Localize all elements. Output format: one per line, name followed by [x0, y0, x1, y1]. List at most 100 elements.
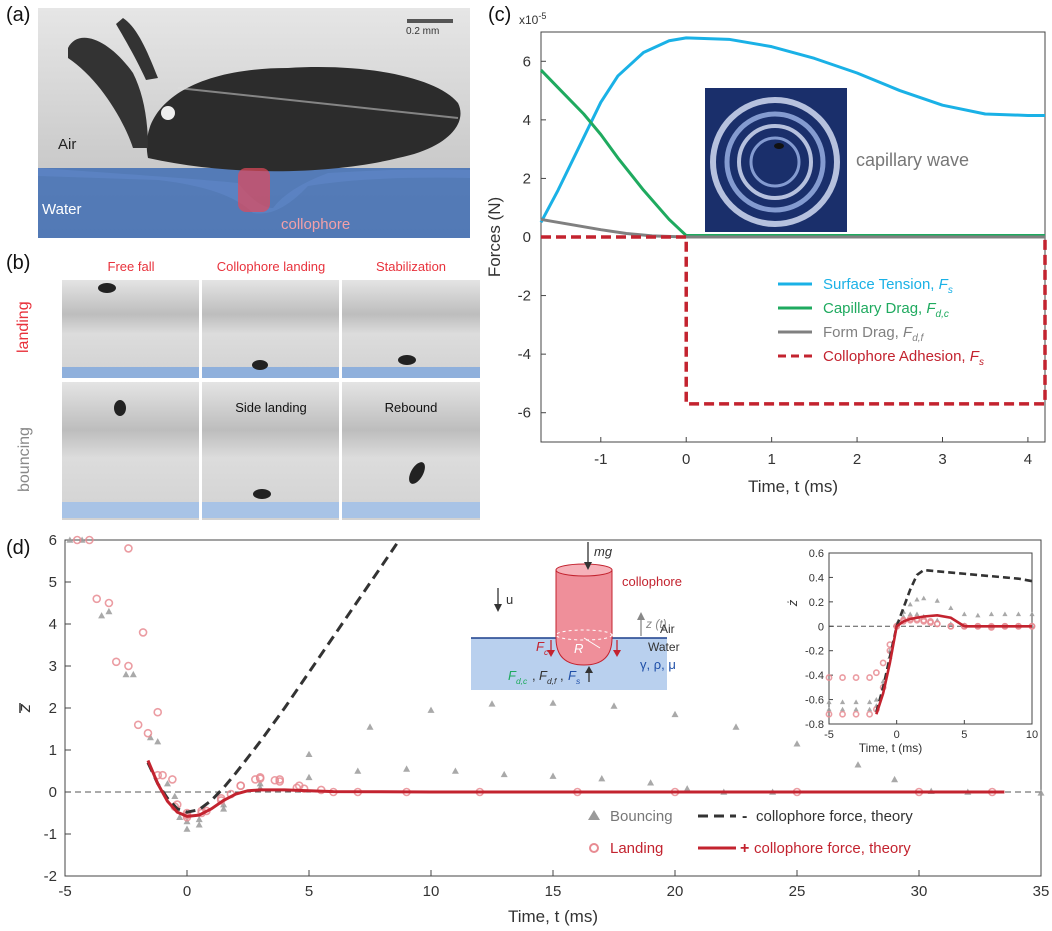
inset-landing-marker [825, 710, 833, 718]
label-Fs: Fs [568, 668, 581, 686]
air-label: Air [58, 136, 77, 153]
legend-minus-sign: - [742, 808, 747, 825]
comma-2: , [560, 668, 564, 683]
bouncing-marker [647, 779, 655, 786]
inset-bouncing-marker [1015, 611, 1022, 617]
mg-arrowhead [584, 562, 592, 570]
z-arrowhead [637, 612, 645, 620]
panel-label-c: (c) [488, 4, 512, 26]
annotation-capillary-wave: capillary wave [856, 150, 969, 170]
bouncing-marker [403, 765, 411, 772]
theory-line-5 [146, 539, 401, 814]
x-tick-label: -5 [58, 883, 71, 900]
y-tick-label: 3 [49, 658, 57, 675]
inset-bouncing-marker [839, 706, 846, 712]
row-label-landing: landing [15, 301, 32, 353]
landing-marker [85, 535, 94, 545]
inset-y-tick-label: -0.8 [805, 719, 824, 731]
inset-x-tick-label: 0 [894, 729, 900, 741]
inset-bouncing-marker [853, 706, 859, 712]
bouncing-marker [220, 805, 228, 812]
frame-bounce-fall [62, 382, 199, 520]
legend-plus-sign: + [740, 840, 749, 857]
label-fluid-props: γ, ρ, μ [640, 657, 676, 672]
y-tick-label: 2 [49, 700, 57, 717]
radius-line [583, 637, 601, 649]
landing-marker [143, 728, 153, 738]
y-tick-label: -2 [518, 288, 531, 305]
series-line-3 [541, 235, 1047, 406]
x-tick-label: 0 [682, 451, 690, 468]
x-tick-label: 10 [423, 883, 440, 900]
bouncing-marker [598, 775, 606, 782]
springtail-antenna [68, 37, 148, 148]
panel-label-a: (a) [6, 4, 31, 26]
label-u: u [506, 592, 513, 607]
forces-chart: -1 0 1 2 3 4 -6 -4 -2 0 2 4 6 x10-5 Time, t (ms) Forces… [485, 11, 1047, 496]
x-tick-label: 3 [938, 451, 946, 468]
x-tick-label: 5 [305, 883, 313, 900]
bouncing-marker [195, 821, 203, 828]
bouncing-marker [146, 733, 154, 741]
inset-bouncing-marker [914, 611, 920, 617]
y-tick-label: 4 [523, 112, 531, 129]
legend-minus-label: collophore force, theory [756, 808, 913, 825]
collophore-label: collophore [281, 216, 351, 233]
bouncing-marker [220, 801, 228, 808]
inset-x-tick-label: 5 [961, 729, 967, 741]
landing-marker [251, 775, 260, 784]
capillary-wave-image [705, 88, 847, 232]
inset-landing-marker [852, 674, 860, 681]
landing-marker [138, 628, 148, 637]
scatter-series-3 [124, 544, 338, 818]
y-tick-label: -1 [44, 826, 57, 843]
frame-stabilization [342, 280, 480, 378]
landing-marker [255, 774, 265, 783]
bouncing-marker [610, 702, 618, 709]
label-R: R [574, 641, 583, 656]
landing-marker [236, 781, 245, 790]
bouncing-marker [183, 825, 191, 832]
inset-y-tick-label: -0.4 [805, 670, 824, 682]
y-tick-label: -4 [518, 346, 531, 363]
x-tick-label: 0 [183, 883, 191, 900]
label-z: z (t) [645, 617, 667, 631]
bouncing-marker [129, 670, 137, 678]
landing-marker [133, 720, 143, 730]
inset-bouncing-marker [948, 605, 954, 611]
inset-y-axis-label: ż [785, 599, 800, 607]
scale-bar-label: 0.2 mm [406, 26, 440, 37]
inset-y-tick-label: -0.6 [805, 695, 824, 707]
x-tick-label: 30 [911, 883, 928, 900]
inset-y-tick-label: 0.6 [809, 548, 824, 560]
inset-landing-marker [879, 659, 887, 667]
label-mg: mg [594, 544, 613, 559]
inset-bouncing-marker [961, 611, 967, 617]
legend-label-1: Capillary Drag, Fd,c [823, 300, 949, 320]
x-tick-label: 35 [1033, 883, 1050, 900]
velocity-inset: -5 0 5 10 -0.8 -0.6 -0.4 -0.2 0 0.2 0.4 0.6 Time, t … [785, 548, 1038, 755]
series-line-0 [539, 36, 1045, 224]
inset-bouncing-marker [826, 699, 832, 705]
bouncing-marker [195, 815, 203, 823]
sequence-frames [62, 280, 480, 520]
legend-label-0: Surface Tension, Fs [823, 276, 953, 296]
caption-free-fall: Free fall [107, 259, 155, 274]
inset-x-tick-label: 10 [1026, 729, 1038, 741]
scale-bar [407, 19, 453, 23]
landing-marker [270, 775, 280, 785]
series-line-2 [540, 217, 1045, 239]
bouncing-marker [427, 706, 435, 713]
panel-label-d: (d) [6, 537, 31, 559]
bouncing-marker [488, 700, 496, 707]
springtail-drawing [38, 8, 470, 238]
inset-landing-marker [839, 674, 846, 681]
y-axis-label: Forces (N) [485, 197, 504, 277]
label-Fdf: Fd,f [539, 668, 558, 686]
bouncing-marker [891, 775, 899, 783]
y-tick-label: 4 [49, 616, 57, 633]
legend-landing-marker [589, 843, 599, 853]
scatter-series-4 [72, 535, 302, 822]
frame-side-landing [202, 382, 339, 520]
bouncing-marker [154, 738, 162, 745]
